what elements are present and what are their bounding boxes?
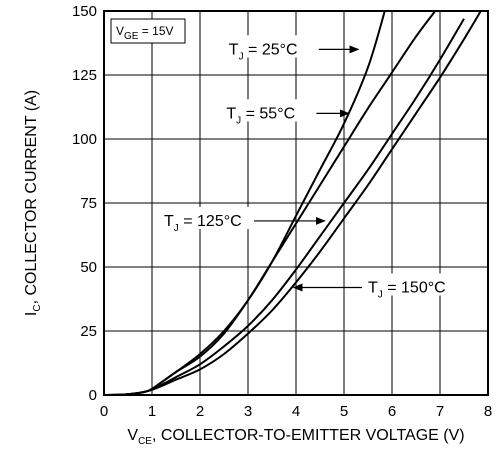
series-line-3 — [103, 10, 482, 396]
series-label-2: TJ = 125°C — [164, 213, 242, 234]
series-label-sub: J — [378, 289, 383, 300]
series-label-rest: = 55°C — [241, 105, 295, 122]
y-axis-title-main: I — [23, 312, 40, 316]
x-tick-label: 0 — [100, 403, 108, 420]
x-tick-label: 5 — [340, 403, 348, 420]
x-tick-label: 3 — [244, 403, 252, 420]
annotation-label-bg — [223, 99, 312, 122]
series-label-rest: = 125°C — [179, 213, 242, 230]
series-label-sub: J — [236, 115, 241, 126]
annotations: TJ = 25°CTJ = 55°CTJ = 125°CTJ = 150°C — [161, 35, 453, 300]
x-tick-label: 4 — [292, 403, 300, 420]
series-lines — [103, 10, 482, 396]
series-label-main: T — [368, 279, 378, 296]
y-tick-label: 150 — [72, 3, 97, 20]
condition-rest: = 15V — [138, 24, 173, 38]
series-label-main: T — [226, 105, 236, 122]
x-axis-title-rest: , COLLECTOR-TO-EMITTER VOLTAGE (V) — [152, 427, 465, 444]
condition-box: VGE = 15V — [110, 18, 186, 44]
condition-text: VGE = 15V — [116, 24, 174, 42]
condition-box-frame — [110, 18, 186, 44]
x-axis-title-main: V — [127, 427, 138, 444]
annotation-label-bg — [225, 35, 314, 58]
x-tick-label: 6 — [388, 403, 396, 420]
series-label-rest: = 25°C — [244, 41, 298, 58]
y-axis-title-sub: C — [32, 304, 43, 311]
series-label-sub: J — [239, 51, 244, 62]
y-tick-label: 125 — [72, 67, 97, 84]
y-tick-label: 75 — [80, 195, 97, 212]
series-label-0: TJ = 25°C — [229, 41, 298, 62]
series-label-main: T — [229, 41, 239, 58]
series-label-sub: J — [174, 223, 179, 234]
y-tick-label: 0 — [89, 387, 97, 404]
series-label-rest: = 150°C — [383, 279, 446, 296]
x-tick-label: 2 — [196, 403, 204, 420]
y-axis-title-rest: , COLLECTOR CURRENT (A) — [23, 90, 40, 305]
y-tick-label: 25 — [80, 323, 97, 340]
x-tick-label: 1 — [148, 403, 156, 420]
x-tick-label: 8 — [484, 403, 492, 420]
x-axis-title: VCE, COLLECTOR-TO-EMITTER VOLTAGE (V) — [127, 427, 464, 447]
x-tick-label: 7 — [436, 403, 444, 420]
condition-main: V — [116, 24, 124, 38]
y-axis-title: IC, COLLECTOR CURRENT (A) — [23, 90, 43, 316]
series-label-main: T — [164, 213, 174, 230]
grid — [103, 10, 489, 396]
tick-labels: 0 1 2 3 4 5 6 7 8 0 25 50 75 100 125 150 — [72, 3, 492, 420]
condition-sub: GE — [124, 31, 139, 42]
annotation-label-bg — [161, 206, 249, 229]
plot-frame — [103, 10, 489, 396]
annotation-label-bg — [365, 273, 453, 296]
y-tick-label: 100 — [72, 131, 97, 148]
y-tick-label: 50 — [80, 259, 97, 276]
series-label-1: TJ = 55°C — [226, 105, 295, 126]
series-label-3: TJ = 150°C — [368, 279, 446, 300]
x-axis-title-sub: CE — [138, 436, 152, 447]
